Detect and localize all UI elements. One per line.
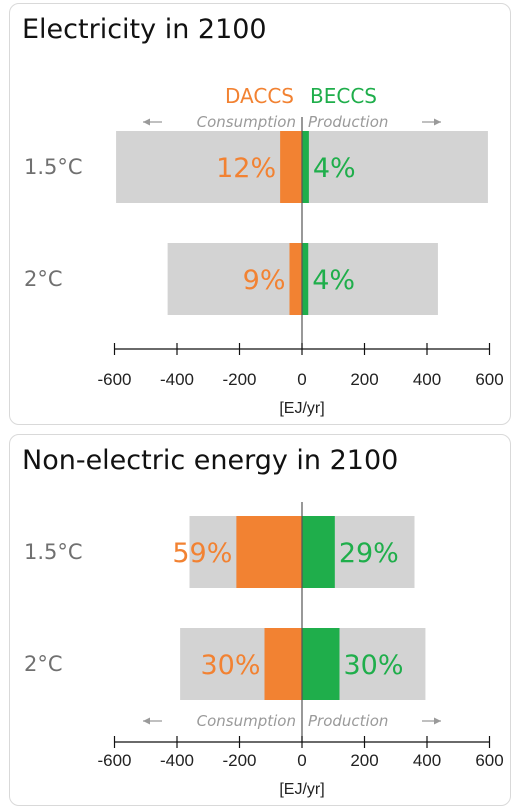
row-label: 2°C (24, 652, 63, 676)
left-arrowhead-icon (143, 118, 150, 126)
x-tick-label: 600 (475, 751, 503, 770)
electricity-chart: DACCS BECCS Consumption Production 1.5°C 12% 4… (24, 84, 504, 417)
x-tick-label: -200 (222, 751, 256, 770)
beccs-share-label: 29% (339, 538, 399, 569)
chart-title: Electricity in 2100 (22, 14, 267, 45)
electricity-panel: Electricity in 2100 DACCS BECCS Consumptio… (9, 3, 511, 425)
daccs-bar (236, 516, 302, 588)
x-tick-label: 200 (350, 751, 378, 770)
right-arrowhead-icon (434, 717, 441, 725)
consumption-label: Consumption (197, 712, 296, 730)
daccs-bar (264, 628, 302, 700)
chart-title: Non-electric energy in 2100 (22, 445, 399, 476)
beccs-bar (302, 516, 335, 588)
x-tick-label: 400 (413, 370, 441, 389)
x-tick-label: 600 (475, 370, 503, 389)
beccs-share-label: 4% (312, 265, 355, 296)
production-label: Production (308, 712, 388, 730)
daccs-share-label: 59% (172, 538, 232, 569)
legend-daccs: DACCS (225, 84, 294, 108)
row-label: 1.5°C (24, 540, 83, 564)
x-axis-unit-label: [EJ/yr] (279, 400, 324, 417)
daccs-share-label: 12% (216, 153, 276, 184)
x-tick-label: 0 (297, 370, 306, 389)
beccs-bar (302, 131, 309, 203)
legend-beccs: BECCS (310, 84, 377, 108)
non-electric-panel: Non-electric energy in 2100 Consumption P… (9, 434, 511, 806)
x-axis-unit-label: [EJ/yr] (279, 781, 324, 798)
x-tick-label: 0 (297, 751, 306, 770)
row-label: 2°C (24, 267, 63, 291)
x-tick-label: -400 (160, 751, 194, 770)
consumption-label: Consumption (197, 113, 296, 131)
daccs-share-label: 30% (200, 650, 260, 681)
beccs-share-label: 4% (313, 153, 356, 184)
daccs-share-label: 9% (243, 265, 286, 296)
x-tick-label: -200 (222, 370, 256, 389)
beccs-share-label: 30% (344, 650, 404, 681)
non-electric-chart: Consumption Production 1.5°C 59% 29% 2°C 30% 30… (24, 502, 504, 798)
x-tick-label: 200 (350, 370, 378, 389)
beccs-bar (302, 243, 309, 315)
x-tick-label: -400 (160, 370, 194, 389)
row-label: 1.5°C (24, 155, 83, 179)
right-arrowhead-icon (434, 118, 441, 126)
production-label: Production (308, 113, 388, 131)
x-tick-label: 400 (413, 751, 441, 770)
daccs-bar (289, 243, 302, 315)
left-arrowhead-icon (143, 717, 150, 725)
beccs-bar (302, 628, 340, 700)
x-tick-label: -600 (97, 370, 131, 389)
daccs-bar (280, 131, 302, 203)
x-tick-label: -600 (97, 751, 131, 770)
